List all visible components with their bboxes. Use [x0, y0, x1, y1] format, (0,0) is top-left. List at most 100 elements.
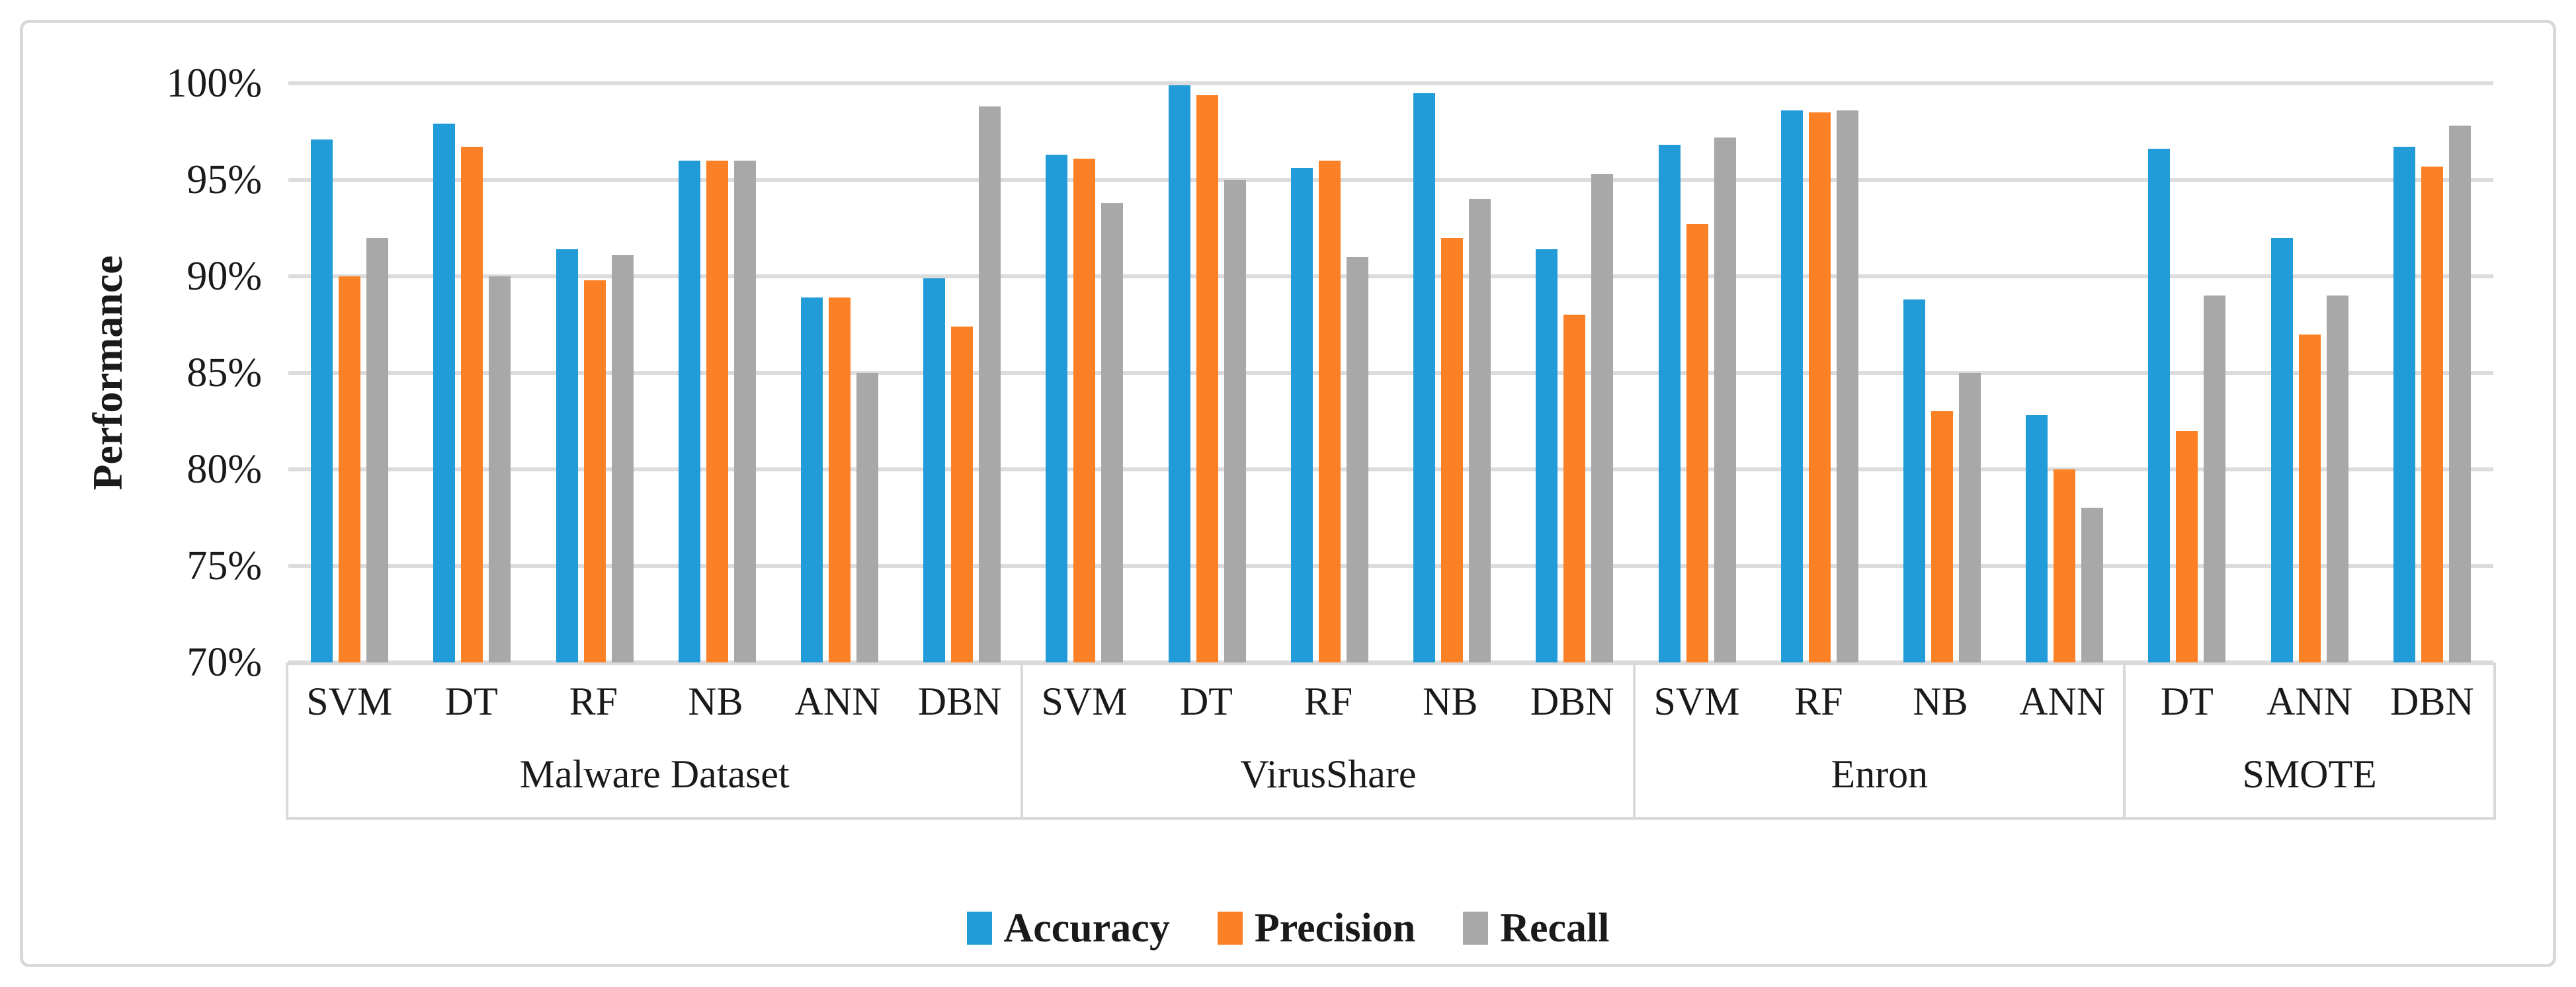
category-cell	[1268, 83, 1391, 662]
category-label: NB	[688, 679, 743, 723]
y-tick-label: 100%	[166, 61, 262, 106]
bar-precision	[339, 276, 361, 662]
plot-area	[288, 81, 2493, 664]
bar-recall	[1346, 257, 1368, 662]
category-label: DT	[2160, 679, 2214, 723]
legend-label: Accuracy	[1003, 905, 1170, 951]
bar-recall	[1224, 180, 1246, 662]
category-label: ANN	[2266, 679, 2353, 723]
category-label: ANN	[2019, 679, 2106, 723]
category-cell	[901, 83, 1023, 662]
category-label: RF	[1304, 679, 1353, 723]
group-label: Malware Dataset	[519, 752, 790, 796]
y-tick-label: 80%	[187, 446, 262, 492]
category-label: SVM	[306, 679, 393, 723]
gray-square-icon	[1463, 912, 1489, 945]
category-label: DT	[444, 679, 498, 723]
blue-square-icon	[966, 912, 992, 945]
x-axis-group-smote: DT ANN DBN SMOTE	[2126, 665, 2493, 817]
category-cell	[1881, 83, 2003, 662]
y-tick-label: 70%	[187, 640, 262, 685]
gridline	[288, 467, 2493, 471]
category-cell	[778, 83, 901, 662]
category-label: DBN	[2390, 679, 2474, 723]
legend-item-accuracy: Accuracy	[966, 905, 1170, 952]
bar-accuracy	[1658, 145, 1681, 662]
category-cell	[2249, 83, 2371, 662]
category-label: SVM	[1041, 679, 1128, 723]
bar-precision	[2421, 166, 2443, 662]
bar-accuracy	[800, 297, 823, 662]
bar-recall	[2204, 296, 2226, 662]
category-cell	[656, 83, 778, 662]
bar-precision	[1441, 237, 1464, 662]
gridline	[288, 274, 2493, 278]
bar-accuracy	[1046, 155, 1068, 662]
gridline	[288, 371, 2493, 375]
category-label: NB	[1423, 679, 1478, 723]
x-axis-group-enron: SVM RF NB ANN Enron	[1636, 665, 2126, 817]
legend-item-recall: Recall	[1463, 905, 1609, 952]
category-label: DT	[1179, 679, 1233, 723]
group-label: Enron	[1831, 752, 1929, 796]
bar-accuracy	[311, 139, 333, 662]
legend-label: Recall	[1500, 905, 1610, 951]
bar-recall	[1101, 203, 1124, 662]
category-cell	[1759, 83, 1881, 662]
bar-recall	[366, 237, 389, 662]
y-tick-label: 90%	[187, 253, 262, 299]
y-tick-label: 85%	[187, 350, 262, 395]
category-label: ANN	[794, 679, 881, 723]
bar-recall	[733, 160, 756, 662]
category-label-row: SVM RF NB ANN	[1636, 665, 2123, 738]
x-axis-group-malware-dataset: SVM DT RF NB ANN DBN Malware Dataset	[288, 665, 1024, 817]
bar-accuracy	[2026, 415, 2048, 662]
legend-item-precision: Precision	[1217, 905, 1415, 952]
bar-recall	[979, 106, 1001, 662]
gridline	[288, 564, 2493, 568]
category-label: RF	[569, 679, 618, 723]
bar-recall	[1591, 174, 1614, 662]
bar-accuracy	[1413, 93, 1436, 662]
y-tick-label: 75%	[187, 543, 262, 588]
bar-recall	[1714, 137, 1736, 662]
bar-accuracy	[556, 249, 578, 662]
bar-precision	[1808, 112, 1831, 662]
bar-recall	[2081, 508, 2104, 662]
bar-group-virusshare	[1023, 83, 1636, 662]
bar-group-smote	[2126, 83, 2493, 662]
bar-recall	[489, 276, 511, 662]
category-label: DBN	[1530, 679, 1614, 723]
x-axis-label-box: SVM DT RF NB ANN DBN Malware Dataset SVM DT RF NB D…	[286, 662, 2496, 820]
bar-accuracy	[923, 278, 946, 662]
bar-accuracy	[1290, 168, 1313, 662]
legend: Accuracy Precision Recall	[0, 900, 2576, 956]
category-label: DBN	[917, 679, 1002, 723]
bar-precision	[1686, 224, 1708, 662]
bar-precision	[1931, 411, 1953, 662]
orange-square-icon	[1217, 912, 1243, 945]
bar-accuracy	[1780, 110, 1803, 662]
bar-series-area	[288, 83, 2493, 662]
category-cell	[1023, 83, 1145, 662]
gridline	[288, 81, 2493, 85]
bar-recall	[2326, 296, 2348, 662]
bar-precision	[461, 147, 483, 662]
category-label-row: SVM DT RF NB DBN	[1023, 665, 1633, 738]
bar-group-malware-dataset	[288, 83, 1023, 662]
category-cell	[2371, 83, 2493, 662]
bar-precision	[1563, 315, 1586, 662]
bar-accuracy	[1536, 249, 1558, 662]
category-cell	[1146, 83, 1268, 662]
group-label: SMOTE	[2242, 752, 2377, 796]
bar-recall	[2448, 126, 2471, 662]
category-cell	[1391, 83, 1513, 662]
bar-recall	[856, 373, 878, 662]
category-label: RF	[1794, 679, 1843, 723]
category-label-row: DT ANN DBN	[2126, 665, 2493, 738]
category-cell	[2003, 83, 2126, 662]
category-cell	[1513, 83, 1636, 662]
y-tick-label: 95%	[187, 157, 262, 202]
bar-accuracy	[2270, 237, 2293, 662]
